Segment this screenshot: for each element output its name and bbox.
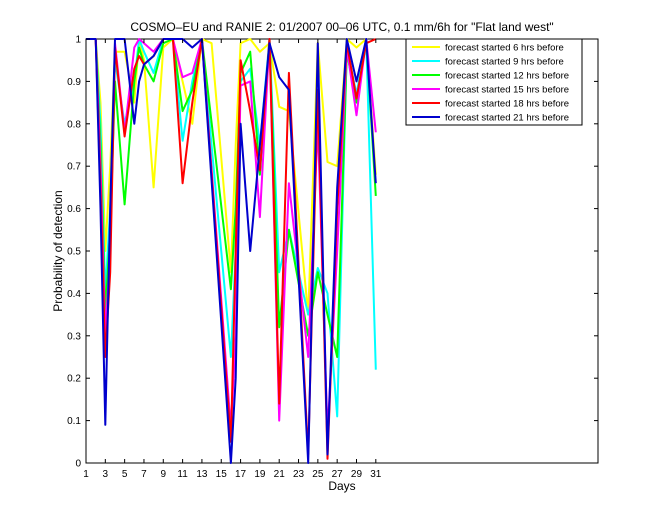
- x-tick-label: 23: [293, 469, 305, 480]
- x-axis-ticks: 1 3 5 7 9 11 13 15 17 19 21 23 25 27 29 31: [83, 39, 382, 480]
- y-axis-label: Probability of detection: [51, 190, 65, 311]
- legend-entry-6: forecast started 21 hrs before: [445, 113, 569, 124]
- x-tick-label: 11: [177, 469, 188, 480]
- legend-box: [405, 38, 583, 126]
- y-tick-label: 0.8: [67, 119, 81, 130]
- y-tick-label: 0.1: [67, 416, 81, 427]
- x-tick-label: 1: [83, 469, 89, 480]
- x-tick-label: 5: [122, 469, 128, 480]
- series-line-1: [86, 38, 377, 316]
- x-tick-label: 15: [216, 469, 228, 480]
- y-tick-label: 0.3: [67, 331, 81, 342]
- x-tick-label: 29: [351, 469, 363, 480]
- y-tick-label: 0.5: [67, 247, 81, 258]
- x-tick-label: 7: [141, 469, 147, 480]
- legend-entry-4: forecast started 15 hrs before: [445, 85, 569, 96]
- x-tick-label: 3: [103, 469, 109, 480]
- y-tick-label: 0.7: [67, 162, 81, 173]
- x-tick-label: 13: [196, 469, 208, 480]
- legend-entry-5: forecast started 18 hrs before: [445, 99, 569, 110]
- y-tick-label: 0.9: [67, 77, 81, 88]
- chart-title: COSMO–EU and RANIE 2: 01/2007 00–06 UTC,…: [130, 20, 553, 34]
- series-line-3: [86, 38, 377, 358]
- y-tick-label: 0.2: [67, 374, 81, 385]
- x-tick-label: 31: [370, 469, 382, 480]
- y-tick-label: 0.6: [67, 204, 81, 215]
- legend-entry-1: forecast started 6 hrs before: [445, 43, 564, 54]
- legend-entry-3: forecast started 12 hrs before: [445, 71, 569, 82]
- series-layer: [86, 38, 377, 464]
- legend: forecast started 6 hrs before forecast st…: [405, 38, 583, 126]
- x-tick-label: 27: [332, 469, 344, 480]
- x-tick-label: 17: [235, 469, 247, 480]
- y-tick-label: 0.4: [67, 289, 81, 300]
- legend-entry-2: forecast started 9 hrs before: [445, 57, 564, 68]
- y-tick-label: 0: [75, 459, 81, 470]
- series-line-6: [86, 38, 377, 464]
- x-tick-label: 25: [312, 469, 324, 480]
- y-axis-ticks: 0 0.1 0.2 0.3 0.4 0.5 0.6 0.7 0.8 0.9 1: [67, 35, 598, 470]
- y-tick-label: 1: [75, 35, 81, 46]
- x-tick-label: 9: [161, 469, 167, 480]
- x-tick-label: 19: [254, 469, 266, 480]
- x-tick-label: 21: [274, 469, 286, 480]
- x-axis-label: Days: [328, 479, 355, 493]
